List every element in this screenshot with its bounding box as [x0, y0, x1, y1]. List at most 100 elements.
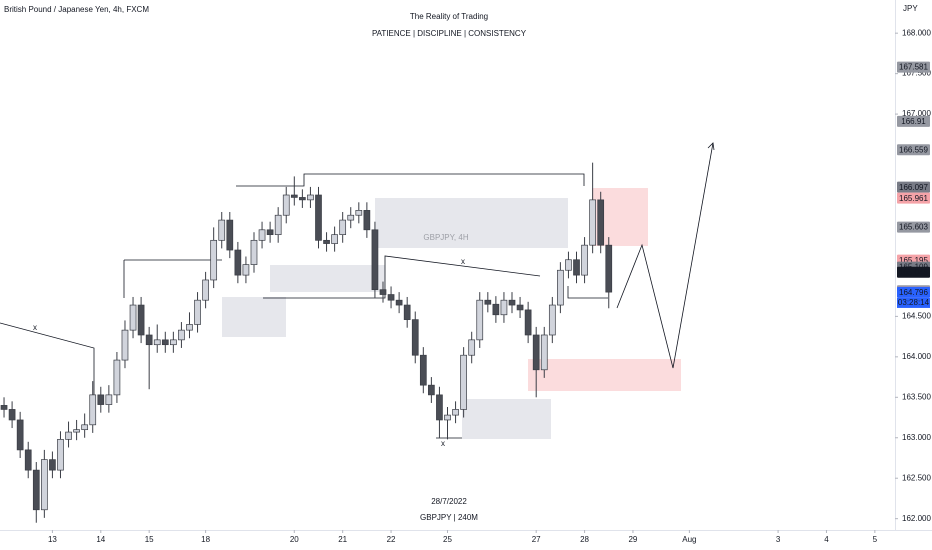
x-tick-label: 20 [290, 535, 299, 544]
price-badge-label: 165.195 [899, 256, 928, 265]
symbol: British Pound / Japanese Yen, 4h, FXCM [4, 5, 149, 14]
price-badge [897, 144, 930, 156]
y-tick-label: 164.500 [902, 311, 931, 320]
line [236, 173, 585, 187]
y-tick-label: 163.000 [902, 433, 931, 442]
price-badge [897, 221, 930, 233]
candle-body [508, 299, 516, 306]
x-tick-label: 4 [824, 535, 829, 544]
x-mark: x [461, 257, 465, 266]
candle-body [250, 239, 258, 265]
candle-body [218, 219, 226, 241]
candle-body [355, 210, 363, 216]
candle-body [32, 469, 40, 511]
candle-body [57, 439, 64, 471]
candle-body [234, 249, 242, 276]
price-badge-label: 166.097 [899, 183, 928, 192]
candle-body [105, 394, 113, 405]
x-tick-label: 25 [443, 535, 452, 544]
y-tick-label: 162.000 [902, 514, 931, 523]
candle-body [476, 299, 484, 341]
candle-body [605, 244, 613, 293]
candle-body [49, 459, 56, 471]
drawings [0, 142, 715, 439]
zone [528, 359, 681, 391]
candle-body [436, 394, 443, 421]
price-badge [897, 192, 930, 204]
price-badge-label: 166.91 [901, 117, 926, 126]
candle-body [419, 354, 427, 386]
x-tick-label: 18 [201, 535, 210, 544]
candle-body [500, 299, 508, 316]
candle-body [210, 239, 218, 281]
candle-body [387, 294, 395, 301]
candle-body [557, 269, 564, 306]
projection [616, 142, 714, 369]
candle-body [411, 319, 419, 356]
candle-body [40, 459, 48, 511]
candle-body [97, 394, 105, 405]
price-badge-label: 165.961 [899, 194, 928, 203]
y-tick-label: 168.000 [902, 28, 931, 37]
x-tick-label: 14 [96, 535, 105, 544]
trendline [0, 322, 95, 410]
candle-body [331, 234, 338, 244]
candle-body [532, 334, 540, 371]
x-mark: x [441, 439, 445, 448]
candle-body [460, 354, 467, 410]
candle-body [428, 384, 435, 396]
candle-body [129, 304, 137, 331]
candle-body [16, 419, 24, 451]
candle-body [589, 199, 596, 246]
chart-title: The Reality of Trading [410, 12, 488, 21]
candle-body [524, 309, 532, 336]
candle-body [137, 304, 145, 336]
x-tick-label: 28 [580, 535, 589, 544]
candle-body [565, 259, 572, 271]
candle-body [468, 339, 476, 356]
candle-body [24, 449, 32, 471]
candle-body [8, 409, 16, 421]
y-tick-label: 163.500 [902, 392, 931, 401]
countdown-badge [897, 297, 930, 308]
price-badge-label: 167.581 [899, 63, 928, 72]
candle-body [145, 334, 153, 346]
candle-body [581, 244, 588, 276]
candle-body [492, 303, 500, 316]
x-mark: x [33, 323, 37, 332]
candle-body [121, 329, 129, 361]
zone [375, 198, 568, 248]
candle-body [573, 259, 580, 276]
candle-body [363, 210, 371, 231]
price-badge [897, 181, 930, 193]
candle-body [89, 394, 97, 426]
line [263, 255, 541, 299]
zone [222, 297, 286, 337]
candle-body [484, 299, 492, 305]
candle-body [516, 304, 524, 311]
y-tick-label: 167.000 [902, 109, 931, 118]
candle-body [73, 429, 80, 433]
x-tick-label: 27 [532, 535, 541, 544]
candle-body [202, 279, 209, 301]
footer-date: 28/7/2022 [431, 497, 467, 506]
candle-body [379, 289, 387, 295]
x-tick-label: 13 [48, 535, 57, 544]
y-tick-label: 162.500 [902, 473, 931, 482]
x-tick-label: 21 [338, 535, 347, 544]
candle-body [274, 214, 282, 236]
candle-body [371, 229, 379, 291]
y-tick-label: 164.000 [902, 352, 931, 361]
x-tick-label: 29 [628, 535, 637, 544]
zone [270, 265, 385, 292]
x-tick-label: 3 [776, 535, 781, 544]
countdown: 03:28:14 [898, 298, 930, 307]
candle-body [299, 197, 306, 201]
zone [462, 399, 551, 439]
candle-body [540, 334, 548, 371]
y-tick-label: 167.500 [902, 69, 931, 78]
candle-body [395, 299, 403, 306]
candle-body [452, 409, 459, 416]
candle-body [65, 431, 72, 440]
